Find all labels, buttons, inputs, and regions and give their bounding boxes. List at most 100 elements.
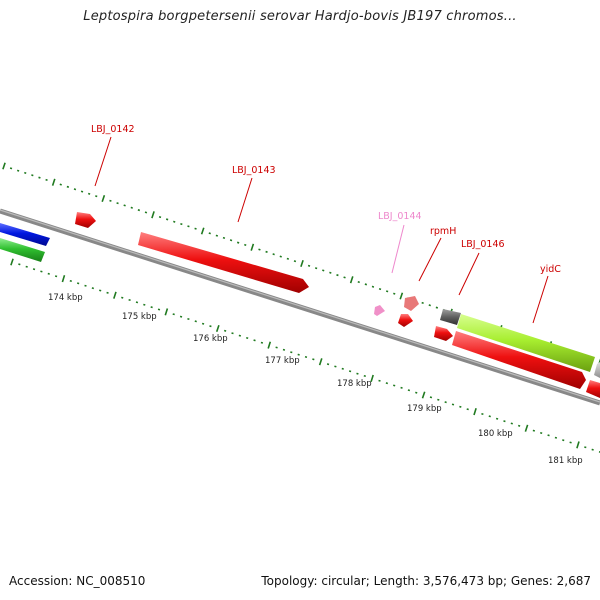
major-tick [318,358,323,366]
minor-tick [59,183,62,186]
ruler-label-175: 175 kbp [122,312,157,322]
minor-tick [326,363,330,366]
minor-tick [180,222,183,226]
label-yidc: yidC [540,264,561,275]
ruler-label-181: 181 kbp [548,456,583,466]
minor-tick [106,291,109,294]
minor-tick [91,287,95,290]
minor-tick [364,283,368,286]
minor-tick [135,301,139,304]
major-tick [473,408,477,416]
minor-tick [393,292,396,295]
ruler-label-177: 177 kbp [265,356,300,366]
minor-tick [38,176,41,179]
label-lbj0142: LBJ_0142 [91,124,135,135]
major-tick [576,441,580,449]
gene-right-gray[interactable] [594,362,600,378]
gene-lbj0142[interactable] [75,212,96,228]
minor-tick [121,296,124,299]
minor-tick [312,358,315,361]
chromosome-backbone [0,208,600,406]
minor-tick [343,276,346,279]
minor-tick [415,391,418,394]
minor-tick [76,282,80,285]
major-tick [2,162,6,170]
minor-tick [24,171,27,175]
minor-tick [421,301,424,305]
minor-tick [32,268,36,271]
minor-tick [165,218,169,221]
minor-tick [459,405,462,408]
major-tick [101,194,106,203]
minor-tick [215,234,219,237]
gene-right-red[interactable] [586,380,600,398]
minor-tick [488,415,491,418]
minor-tick [109,199,112,202]
major-tick [215,324,220,333]
gene-lbj0143[interactable] [138,232,309,293]
minor-tick [194,320,197,323]
minor-tick [18,263,21,266]
minor-tick [385,290,389,293]
minor-tick [150,306,153,309]
minor-tick [137,209,141,212]
gene-lbj0144[interactable] [374,305,385,316]
major-tick [524,424,529,432]
label-lbj0144: LBJ_0144 [378,211,422,222]
minor-tick [66,185,70,188]
minor-tick [341,367,344,370]
inner-tick-ruler [10,258,600,453]
minor-tick [47,272,50,275]
genome-summary-text: Topology: circular; Length: 3,576,473 bp… [261,574,591,588]
minor-tick [272,253,275,256]
major-tick [10,258,14,266]
callout-lines [94,136,549,324]
major-tick [370,374,374,382]
gene-rpmh[interactable] [404,296,419,311]
gene-small-red-2[interactable] [434,326,453,341]
minor-tick [336,274,339,277]
minor-tick [209,325,212,328]
minor-tick [173,220,176,223]
minor-tick [179,315,183,318]
minor-tick [9,167,13,170]
minor-tick [400,386,403,389]
minor-tick [45,178,48,182]
minor-tick [503,420,506,423]
gene-small-red[interactable] [398,314,413,327]
minor-tick [144,211,148,214]
minor-tick [158,215,162,219]
minor-tick [547,434,550,437]
minor-tick [73,188,77,191]
minor-tick [244,243,247,247]
minor-tick [282,348,286,351]
minor-tick [591,448,594,451]
gene-left-green[interactable] [0,238,45,262]
minor-tick [279,255,282,258]
minor-tick [286,257,290,260]
minor-tick [123,204,126,207]
minor-tick [187,225,190,228]
major-tick [51,178,56,186]
ruler-label-174: 174 kbp [48,293,83,303]
gene-left-blue[interactable] [0,223,50,246]
minor-tick [16,169,20,172]
minor-tick [356,372,359,375]
minor-tick [297,353,300,356]
gene-lbj0146[interactable] [452,331,586,389]
major-tick [61,275,66,283]
minor-tick [357,280,360,284]
major-tick [164,308,169,316]
minor-tick [435,306,439,309]
gene-yidc[interactable] [457,314,595,372]
minor-tick [371,285,375,288]
minor-tick [265,250,268,253]
gene-gray[interactable] [440,309,461,325]
label-lbj0143: LBJ_0143 [232,165,276,176]
minor-tick [258,248,261,251]
major-tick [300,259,304,268]
minor-tick [314,267,318,270]
minor-tick [307,264,311,267]
accession-text: Accession: NC_008510 [9,574,146,588]
